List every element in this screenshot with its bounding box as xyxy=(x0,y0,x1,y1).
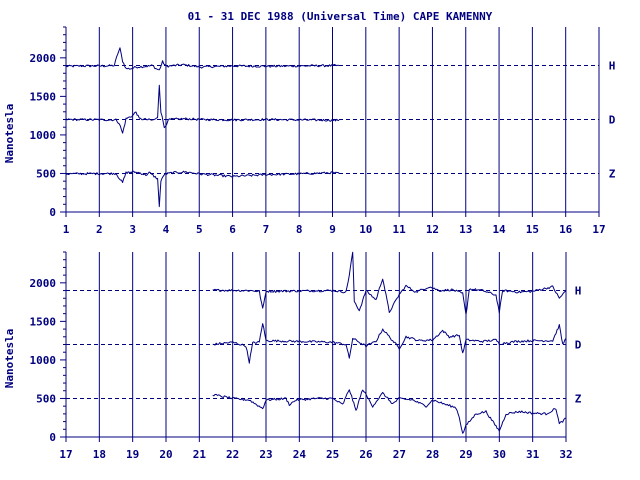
x-tick-label: 13 xyxy=(459,223,472,236)
x-tick-label: 16 xyxy=(559,223,573,236)
x-tick-label: 30 xyxy=(493,448,506,461)
x-tick-label: 2 xyxy=(96,223,103,236)
series-line-d xyxy=(212,323,567,364)
y-tick-label: 500 xyxy=(36,392,56,405)
x-tick-label: 27 xyxy=(393,448,406,461)
x-tick-label: 6 xyxy=(229,223,236,236)
x-tick-label: 21 xyxy=(193,448,207,461)
x-tick-label: 28 xyxy=(426,448,439,461)
series-label-z: Z xyxy=(575,392,582,405)
x-tick-label: 4 xyxy=(163,223,170,236)
x-tick-label: 32 xyxy=(559,448,572,461)
chart-title: 01 - 31 DEC 1988 (Universal Time) CAPE K… xyxy=(188,10,493,23)
series-label-d: D xyxy=(609,114,616,127)
x-tick-label: 15 xyxy=(526,223,539,236)
x-tick-label: 10 xyxy=(359,223,372,236)
panel-top: 1 2 3 4 5 6 7 8 9 10 11 12 13 14 15 16 17050010001500200… xyxy=(3,26,616,236)
x-tick-label: 26 xyxy=(359,448,373,461)
x-tick-label: 18 xyxy=(93,448,106,461)
x-tick-label: 22 xyxy=(226,448,239,461)
x-tick-label: 12 xyxy=(426,223,439,236)
series-label-d: D xyxy=(575,339,582,352)
x-tick-label: 31 xyxy=(526,448,540,461)
y-tick-label: 1500 xyxy=(30,315,57,328)
y-tick-label: 0 xyxy=(49,431,56,444)
series-label-h: H xyxy=(609,60,616,73)
series-line-z xyxy=(65,170,340,208)
series-line-z xyxy=(212,389,567,434)
x-tick-label: 24 xyxy=(293,448,307,461)
x-tick-label: 11 xyxy=(393,223,407,236)
y-tick-label: 0 xyxy=(49,206,56,219)
x-tick-label: 1 xyxy=(63,223,70,236)
x-tick-label: 17 xyxy=(59,448,72,461)
y-tick-label: 1000 xyxy=(30,129,57,142)
series-label-h: H xyxy=(575,285,582,298)
x-tick-label: 19 xyxy=(126,448,139,461)
x-tick-label: 3 xyxy=(129,223,136,236)
y-axis-label: Nanotesla xyxy=(3,329,16,389)
series-line-h xyxy=(212,251,567,316)
x-tick-label: 14 xyxy=(492,223,506,236)
x-tick-label: 25 xyxy=(326,448,339,461)
y-tick-label: 2000 xyxy=(30,52,57,65)
y-axis-label: Nanotesla xyxy=(3,104,16,164)
x-tick-label: 23 xyxy=(259,448,272,461)
panel-bottom: 17 18 19 20 21 22 23 24 25 26 27 28 29 30 31 32 0 500 1000… xyxy=(3,251,582,461)
x-tick-label: 8 xyxy=(296,223,303,236)
y-tick-label: 500 xyxy=(36,167,56,180)
y-tick-label: 2000 xyxy=(30,277,57,290)
x-tick-label: 20 xyxy=(159,448,172,461)
y-tick-label: 1000 xyxy=(30,354,57,367)
x-tick-label: 29 xyxy=(459,448,472,461)
x-tick-label: 7 xyxy=(263,223,270,236)
x-tick-label: 9 xyxy=(329,223,336,236)
series-label-z: Z xyxy=(609,167,616,180)
x-tick-label: 5 xyxy=(196,223,203,236)
series-line-d xyxy=(65,84,340,134)
series-line-h xyxy=(65,47,340,71)
y-tick-label: 1500 xyxy=(30,90,57,103)
x-tick-label: 17 xyxy=(592,223,605,236)
